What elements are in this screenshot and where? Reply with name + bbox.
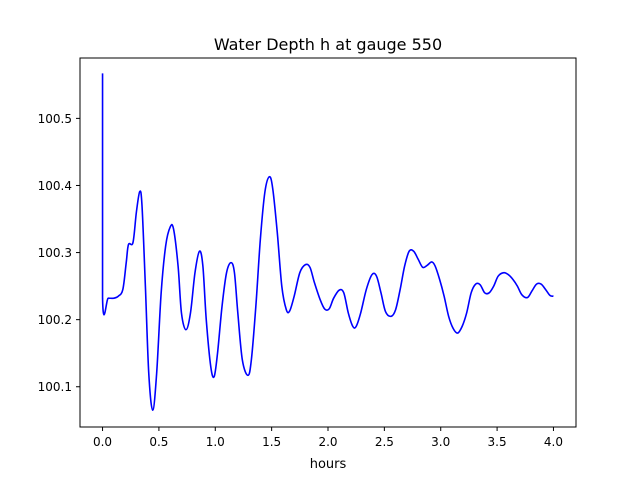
y-tick-label: 100.4 (38, 179, 72, 193)
x-axis-label: hours (310, 457, 347, 472)
x-tick-label: 2.5 (375, 435, 394, 449)
x-tick-label: 3.0 (431, 435, 450, 449)
y-tick-label: 100.3 (38, 246, 72, 260)
x-tick-label: 3.5 (488, 435, 507, 449)
x-tick-label: 1.0 (206, 435, 225, 449)
x-tick-label: 2.0 (318, 435, 337, 449)
x-tick-label: 1.5 (262, 435, 281, 449)
y-tick-label: 100.2 (38, 313, 72, 327)
x-axis-ticks: 0.0 0.5 1.0 1.5 2.0 2.5 3.0 3.5 4.0 (93, 427, 563, 449)
series-layer (101, 73, 554, 412)
y-axis-ticks: 100.1 100.2 100.3 100.4 100.5 (38, 112, 80, 394)
chart-title: Water Depth h at gauge 550 (214, 35, 442, 54)
y-tick-label: 100.5 (38, 112, 72, 126)
x-tick-label: 4.0 (544, 435, 563, 449)
x-tick-label: 0.0 (93, 435, 112, 449)
y-tick-label: 100.1 (38, 380, 72, 394)
plot-area-frame (79, 57, 577, 428)
series-line-0 (101, 73, 554, 412)
x-tick-label: 0.5 (149, 435, 168, 449)
